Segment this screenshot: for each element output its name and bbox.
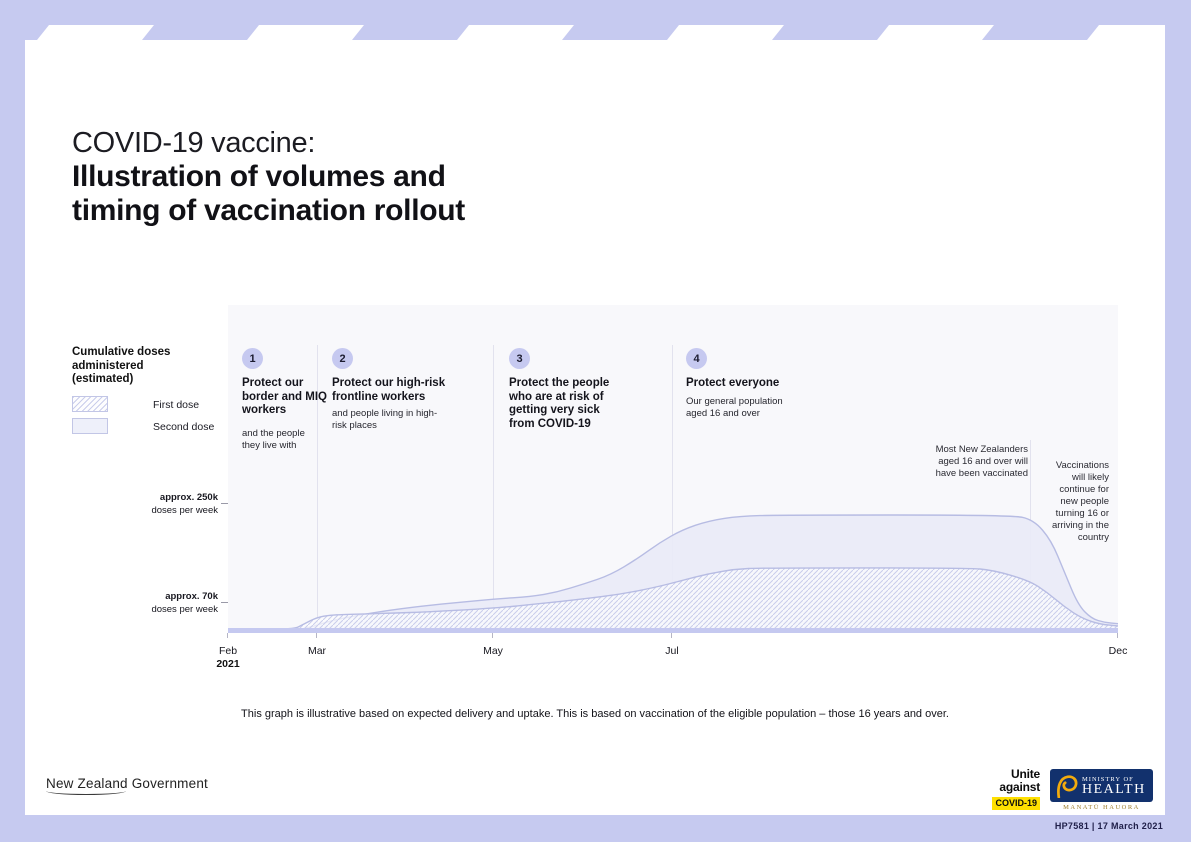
x-tick-mar [316,633,317,638]
second-dose-line [228,514,1118,631]
title-line-bold-1: Illustration of volumes and [72,160,446,193]
phase-divider-jul [672,345,673,628]
legend-swatch-first-dose [72,396,108,412]
poster-page: COVID-19 vaccine: Illustration of volume… [25,40,1165,815]
phase-divider-may [493,345,494,628]
legend-label-first-dose: First dose [153,399,200,411]
y-label-70k-line1: approx. 70k [165,591,218,602]
nz-government-logo: New Zealand Government [46,776,208,795]
covid19-chip: COVID-19 [992,796,1040,810]
phase-3-badge: 3 [509,348,530,369]
y-tick-250k [221,503,228,504]
y-label-250k-line2: doses per week [151,504,218,516]
legend-title: Cumulative doses administered (estimated… [72,346,171,385]
unite-line2: against [999,779,1040,794]
x-label-feb-year: 2021 [216,658,240,670]
document-code: HP7581 | 17 March 2021 [1054,821,1163,831]
nz-government-part2: Government [127,776,208,791]
y-label-250k-line1: approx. 250k [159,492,218,503]
first-dose-area [228,567,1118,630]
y-label-70k: approx. 70k doses per week [128,591,218,616]
nz-government-part1: New Zealand [46,776,128,795]
x-label-feb: Feb [218,645,238,657]
legend-swatch-second-dose [72,418,108,434]
x-label-mar: Mar [307,645,327,657]
phase-4-badge: 4 [686,348,707,369]
phase-1-badge: 1 [242,348,263,369]
zigzag-border-decoration [25,25,1165,40]
vaccination-rollout-chart [228,514,1118,633]
unite-against-covid19-logo: Unite against COVID-19 [960,768,1040,811]
x-label-may: May [483,645,503,657]
phase-3-heading: Protect the people who are at risk of ge… [509,377,610,430]
unite-line1: Unite [1010,767,1040,781]
phase-divider-mar [317,345,318,628]
x-label-dec: Dec [1108,645,1128,657]
moh-logo-box: MINISTRY OF HEALTH [1050,769,1153,802]
annotation-most-vaccinated: Most New Zealanders aged 16 and over wil… [935,444,1028,479]
page-title: COVID-19 vaccine: Illustration of volume… [72,126,465,228]
x-axis-baseline [228,628,1118,633]
y-label-250k: approx. 250k doses per week [128,492,218,517]
phase-1-subtext: and the people they live with [242,428,305,451]
annotation-continue: Vaccinations will likely continue for ne… [1051,460,1109,543]
phase-4-subtext: Our general population aged 16 and over [686,396,783,419]
title-line-bold-2: timing of vaccination rollout [72,194,465,227]
first-dose-line [228,567,1118,631]
legend-label-second-dose: Second dose [153,421,215,433]
x-tick-jul [671,633,672,638]
moh-maori-name: MANATŪ HAUORA [1063,804,1140,811]
ministry-of-health-logo: MINISTRY OF HEALTH MANATŪ HAUORA [1050,769,1153,811]
x-label-jul: Jul [665,645,679,657]
phase-2-heading: Protect our high-risk frontline workers [332,377,446,403]
phase-1-heading: Protect our border and MIQ workers [242,377,327,416]
moh-line2: HEALTH [1082,781,1146,797]
x-tick-feb [227,633,228,638]
phase-2-badge: 2 [332,348,353,369]
footnote: This graph is illustrative based on expe… [241,708,949,720]
moh-text: MINISTRY OF HEALTH [1082,775,1146,797]
koru-icon [1057,774,1078,798]
nz-logo-swoosh [46,791,126,795]
phase-2-subtext: and people living in high-risk places [332,408,438,431]
phase-4-heading: Protect everyone [686,377,780,389]
moh-line1: MINISTRY OF [1082,775,1134,783]
title-line-light: COVID-19 vaccine: [72,127,316,159]
x-tick-may [492,633,493,638]
x-tick-dec [1117,633,1118,638]
y-label-70k-line2: doses per week [151,603,218,615]
y-tick-70k [221,602,228,603]
